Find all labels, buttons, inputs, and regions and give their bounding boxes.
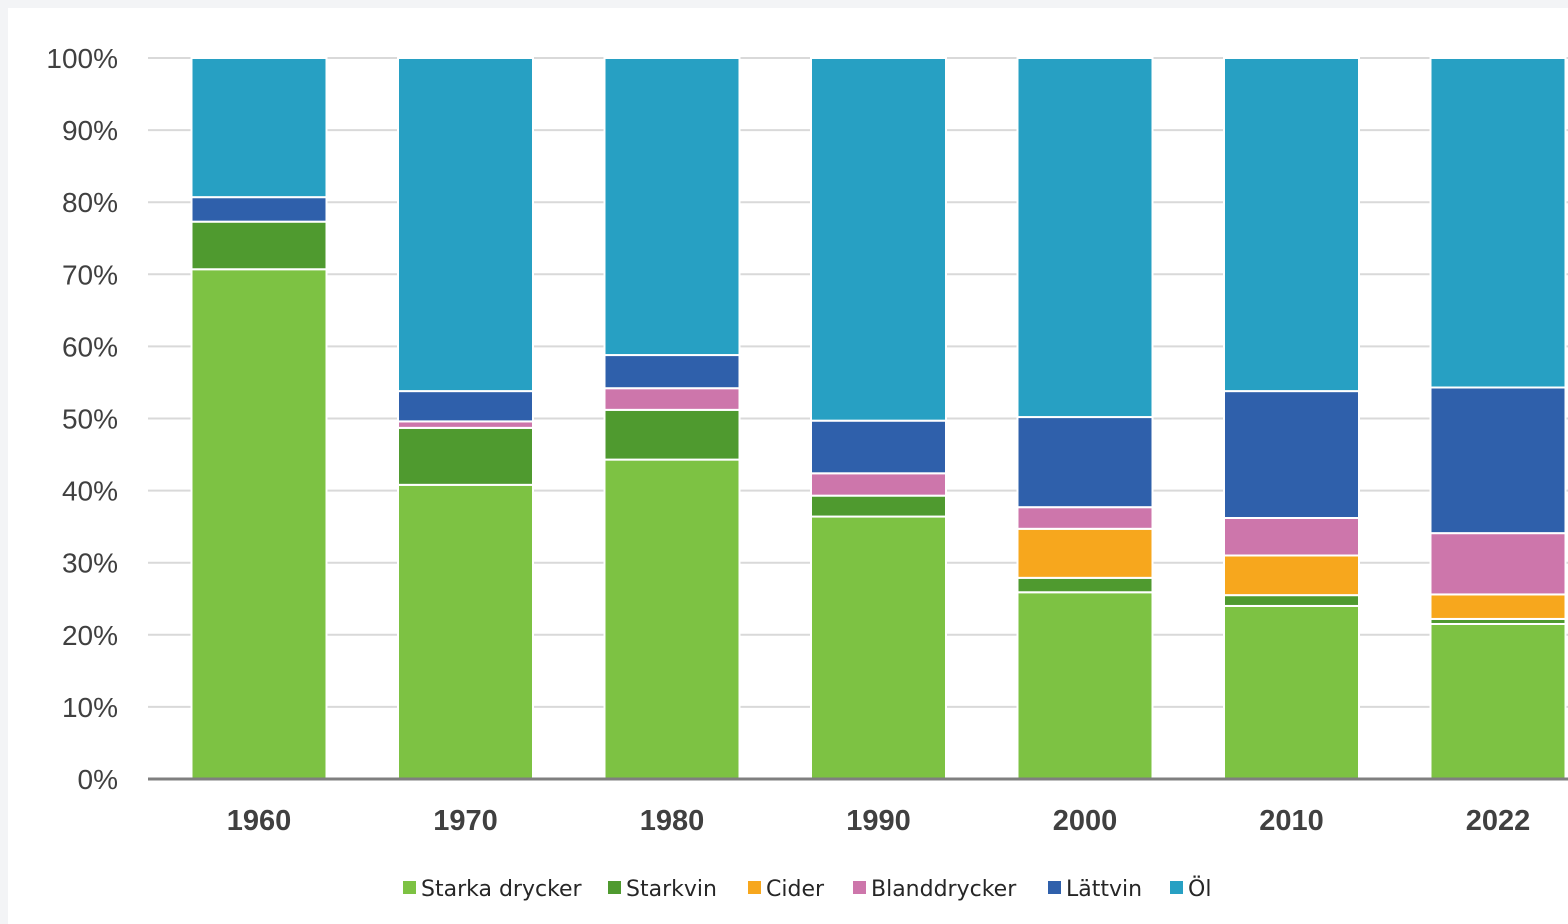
bar-segment	[1016, 57, 1154, 419]
x-category-label: 2000	[1053, 805, 1118, 837]
bar-segment	[1016, 506, 1154, 530]
chart-card: 0% 10% 20% 30% 40% 50% 60% 70% 80% 90% 100% 1960 197…	[8, 8, 1568, 924]
bar-segment	[1223, 594, 1360, 607]
bar-segment	[603, 57, 741, 357]
legend-label: Blanddrycker	[871, 877, 1017, 902]
bar-segment	[1429, 57, 1567, 389]
bar-segment	[1016, 576, 1154, 594]
bar-segment	[1429, 622, 1567, 780]
x-category-label: 1980	[640, 805, 705, 837]
bar-segment	[190, 220, 328, 271]
bar-segment	[810, 494, 947, 518]
y-tick-label: 60%	[62, 331, 118, 362]
legend-label: Cider	[766, 877, 825, 902]
bar-segment	[1223, 554, 1360, 597]
bar-segment	[810, 472, 947, 497]
bar-segment	[810, 515, 947, 780]
y-tick-label: 70%	[62, 259, 118, 290]
bar-segment	[1429, 386, 1567, 535]
y-tick-label: 10%	[62, 692, 118, 723]
legend-swatch	[608, 881, 621, 894]
bar-stacks	[190, 57, 1567, 781]
stacked-bar-chart: 0% 10% 20% 30% 40% 50% 60% 70% 80% 90% 100% 1960 197…	[46, 43, 1568, 902]
y-tick-label: 100%	[46, 43, 118, 74]
legend-item: Lättvin	[1048, 877, 1142, 902]
bar-segment	[1223, 57, 1360, 393]
bar-segment	[190, 268, 328, 780]
legend-label: Starkvin	[626, 877, 717, 902]
legend-item: Cider	[748, 877, 825, 902]
legend-swatch	[1048, 881, 1061, 894]
bar-segment	[1223, 604, 1360, 781]
y-tick-label: 30%	[62, 548, 118, 579]
legend-swatch	[748, 881, 761, 894]
bar-segment	[397, 390, 534, 423]
legend-label: Starka drycker	[421, 877, 583, 902]
bar-segment	[1429, 532, 1567, 596]
bar-segment	[603, 458, 741, 780]
y-tick-label: 20%	[62, 620, 118, 651]
y-tick-label: 80%	[62, 187, 118, 218]
bar-segment	[1016, 416, 1154, 509]
bar-segment	[1016, 591, 1154, 780]
bar-segment	[397, 483, 534, 780]
bar-segment	[603, 387, 741, 411]
bar-segment	[1016, 527, 1154, 579]
legend-item: Starka drycker	[403, 877, 583, 902]
legend-item: Starkvin	[608, 877, 717, 902]
legend-swatch	[1170, 881, 1183, 894]
bar-segment	[190, 57, 328, 199]
y-tick-label: 90%	[62, 115, 118, 146]
bar-segment	[603, 354, 741, 390]
legend-item: Öl	[1170, 876, 1211, 902]
bar-segment	[190, 196, 328, 223]
bar-segment	[397, 57, 534, 393]
axes: 0% 10% 20% 30% 40% 50% 60% 70% 80% 90% 100% 1960 197…	[46, 43, 1568, 837]
x-category-label: 2010	[1259, 805, 1324, 837]
legend-item: Blanddrycker	[853, 877, 1017, 902]
legend-label: Öl	[1188, 876, 1211, 902]
bar-segment	[603, 408, 741, 461]
bar-segment	[1223, 516, 1360, 557]
y-tick-label: 0%	[78, 764, 118, 795]
bar-segment	[810, 57, 947, 422]
legend: Starka drycker Starkvin Cider Blanddrycker L…	[403, 876, 1211, 902]
x-category-label: 1990	[846, 805, 911, 837]
y-tick-label: 40%	[62, 476, 118, 507]
y-tick-label: 50%	[62, 404, 118, 435]
x-category-label: 1970	[433, 805, 498, 837]
bar-segment	[810, 419, 947, 475]
legend-label: Lättvin	[1066, 877, 1142, 902]
bar-segment	[397, 426, 534, 486]
x-category-label: 2022	[1466, 805, 1531, 837]
legend-swatch	[403, 881, 416, 894]
bar-segment	[1429, 593, 1567, 620]
bar-segment	[1223, 390, 1360, 519]
x-category-label: 1960	[227, 805, 292, 837]
legend-swatch	[853, 881, 866, 894]
